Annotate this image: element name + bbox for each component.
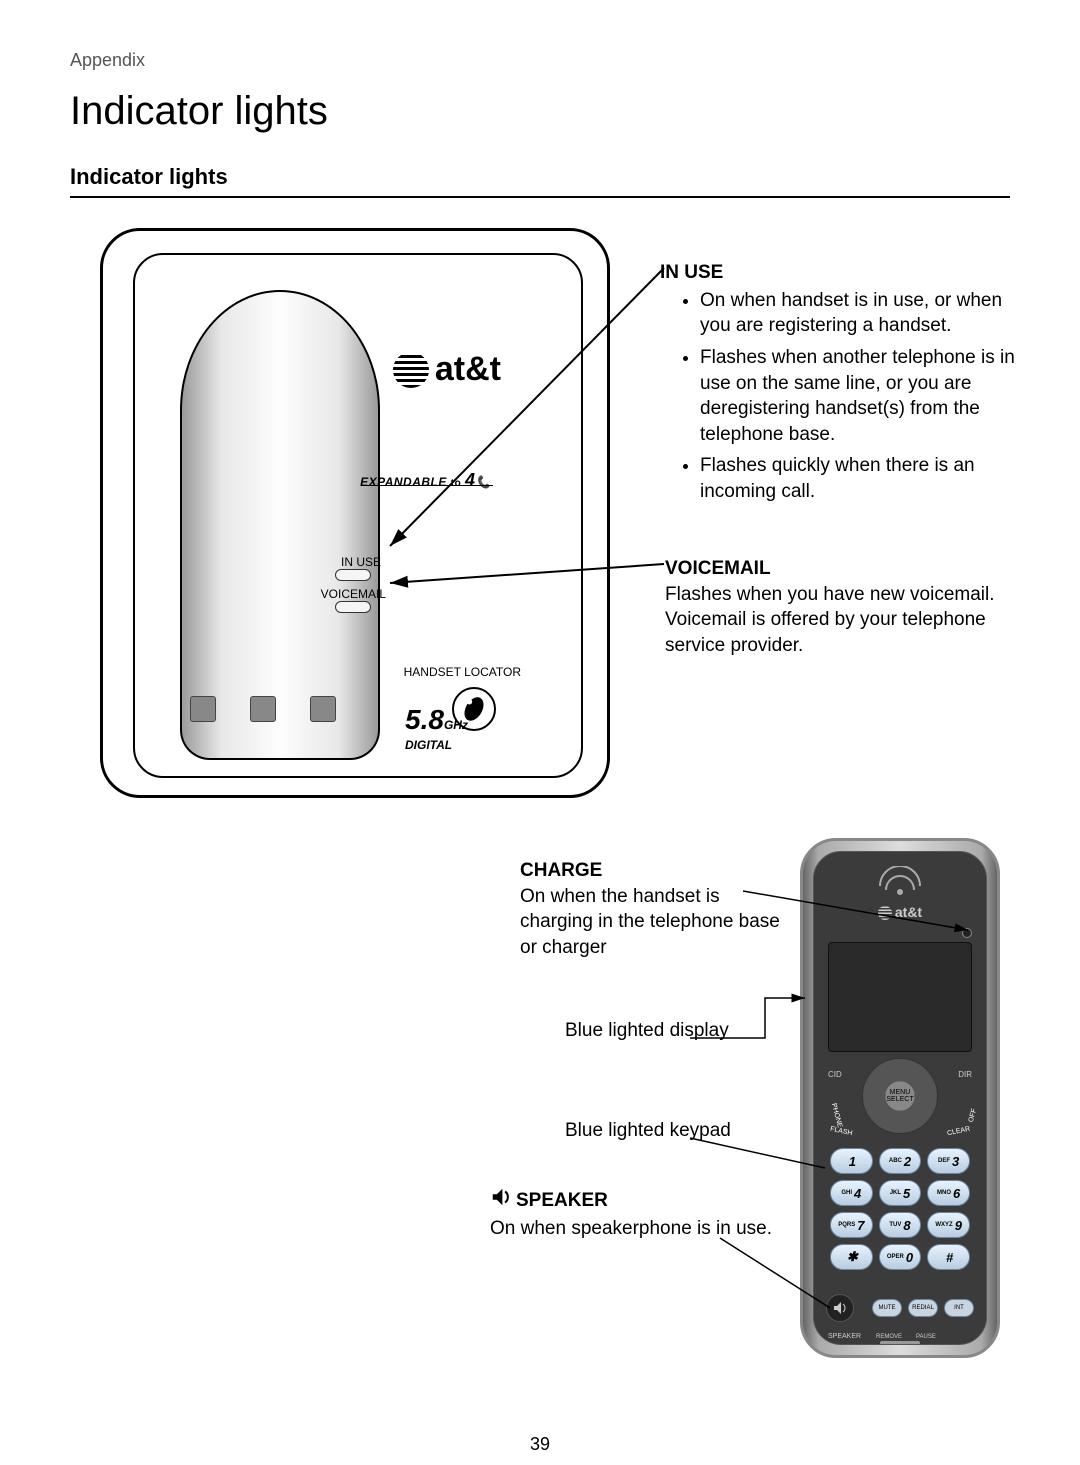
- in-use-bullet-3: Flashes quickly when there is an incomin…: [700, 453, 1020, 504]
- att-logo: at&t: [393, 350, 501, 389]
- handset-body: at&t CID DIR MENUSELECT FLASH CLEAR PHON…: [813, 851, 987, 1345]
- keypad-key: OPER0: [879, 1244, 922, 1270]
- handset-screen: [828, 942, 972, 1052]
- handset-brand-text: at&t: [895, 904, 922, 920]
- base-station-inner: at&t EXPANDABLE to 4📞 IN USE VOICEMAIL H…: [133, 253, 583, 778]
- flash-label: FLASH: [830, 1126, 854, 1138]
- base-station-outline: at&t EXPANDABLE to 4📞 IN USE VOICEMAIL H…: [100, 228, 610, 798]
- keypad-key: WXYZ9: [927, 1212, 970, 1238]
- keypad-key: ABC2: [879, 1148, 922, 1174]
- speaker-callout-body: On when speakerphone is in use.: [490, 1218, 772, 1239]
- charge-callout-title: CHARGE: [520, 858, 780, 884]
- expandable-label: EXPANDABLE to 4📞: [360, 470, 491, 491]
- section-divider: [70, 196, 1010, 198]
- mute-button: MUTE: [872, 1299, 902, 1317]
- in-use-bullet-2: Flashes when another telephone is in use…: [700, 345, 1020, 448]
- redial-button: REDIAL: [908, 1299, 938, 1317]
- speaker-callout-title: SPEAKER: [516, 1190, 608, 1211]
- handset-diagram: at&t CID DIR MENUSELECT FLASH CLEAR PHON…: [70, 838, 1010, 1398]
- voicemail-callout-title: VOICEMAIL: [665, 558, 771, 579]
- keypad-key: ✱: [830, 1244, 873, 1270]
- handset-mini-icon: 📞: [476, 475, 491, 489]
- handset-cradle: [180, 290, 380, 760]
- base-station-diagram: at&t EXPANDABLE to 4📞 IN USE VOICEMAIL H…: [70, 228, 1010, 828]
- section-title: Indicator lights: [70, 164, 1010, 190]
- keypad-key: JKL5: [879, 1180, 922, 1206]
- speaker-icon: [490, 1186, 512, 1216]
- digital-ghz: GHz: [444, 718, 468, 732]
- cid-label: CID: [828, 1070, 842, 1079]
- page-title: Indicator lights: [70, 89, 1010, 134]
- keypad-key: DEF3: [927, 1148, 970, 1174]
- keypad-key: TUV8: [879, 1212, 922, 1238]
- bottom-button-row: MUTE REDIAL INT: [826, 1286, 974, 1330]
- keypad: 1ABC2DEF3 GHI4JKL5MNO6 PQRS7TUV8WXYZ9 ✱OPER…: [830, 1148, 970, 1270]
- nav-menu-label: MENU: [890, 1089, 911, 1096]
- charge-contact: [880, 1341, 920, 1345]
- att-brand-text: at&t: [435, 350, 501, 388]
- keypad-key: #: [927, 1244, 970, 1270]
- earpiece-icon: [870, 866, 930, 896]
- expandable-count: 4: [465, 470, 476, 490]
- clear-label: CLEAR: [946, 1126, 970, 1138]
- att-globe-icon: [393, 352, 429, 388]
- dir-label: DIR: [958, 1070, 972, 1079]
- charge-callout-body: On when the handset is charging in the t…: [520, 886, 780, 958]
- handset-outline: at&t CID DIR MENUSELECT FLASH CLEAR PHON…: [800, 838, 1000, 1358]
- in-use-callout: IN USE On when handset is in use, or whe…: [660, 260, 1020, 511]
- pause-label: PAUSE: [916, 1334, 936, 1340]
- voicemail-led: [335, 601, 371, 613]
- keypad-callout: Blue lighted keypad: [565, 1118, 785, 1144]
- voicemail-led-label: VOICEMAIL: [321, 587, 386, 601]
- handset-locator-label: HANDSET LOCATOR: [404, 665, 521, 679]
- speaker-button: [826, 1294, 854, 1322]
- digital-badge: 5.8GHz DIGITAL: [405, 704, 468, 754]
- in-use-bullet-1: On when handset is in use, or when you a…: [700, 288, 1020, 339]
- in-use-callout-title: IN USE: [660, 262, 723, 283]
- in-use-led: [335, 569, 371, 581]
- att-globe-icon: [878, 906, 892, 920]
- phone-label: PHONE: [830, 1103, 843, 1129]
- appendix-label: Appendix: [70, 50, 1010, 71]
- keypad-key: PQRS7: [830, 1212, 873, 1238]
- voicemail-callout: VOICEMAIL Flashes when you have new voic…: [665, 556, 1025, 659]
- speaker-icon: [832, 1300, 848, 1316]
- charge-callout: CHARGE On when the handset is charging i…: [520, 858, 780, 961]
- page-number: 39: [0, 1434, 1080, 1455]
- display-callout: Blue lighted display: [565, 1018, 785, 1044]
- remove-label: REMOVE: [876, 1334, 902, 1340]
- int-button: INT: [944, 1299, 974, 1317]
- cradle-contacts: [190, 696, 370, 736]
- digital-word: DIGITAL: [405, 738, 452, 752]
- in-use-led-label: IN USE: [341, 555, 381, 569]
- voicemail-callout-body: Flashes when you have new voicemail. Voi…: [665, 584, 995, 656]
- handset-logo: at&t: [814, 904, 986, 920]
- expandable-word: EXPANDABLE: [360, 475, 447, 489]
- speaker-label: SPEAKER: [828, 1333, 861, 1340]
- charge-led: [962, 928, 972, 938]
- off-label: OFF: [968, 1108, 978, 1123]
- nav-select-label: SELECT: [886, 1096, 913, 1103]
- keypad-key: MNO6: [927, 1180, 970, 1206]
- speaker-callout: SPEAKER On when speakerphone is in use.: [490, 1186, 790, 1241]
- digital-freq: 5.8: [405, 704, 444, 735]
- nav-ring: MENUSELECT: [862, 1058, 938, 1134]
- keypad-key: 1: [830, 1148, 873, 1174]
- keypad-key: GHI4: [830, 1180, 873, 1206]
